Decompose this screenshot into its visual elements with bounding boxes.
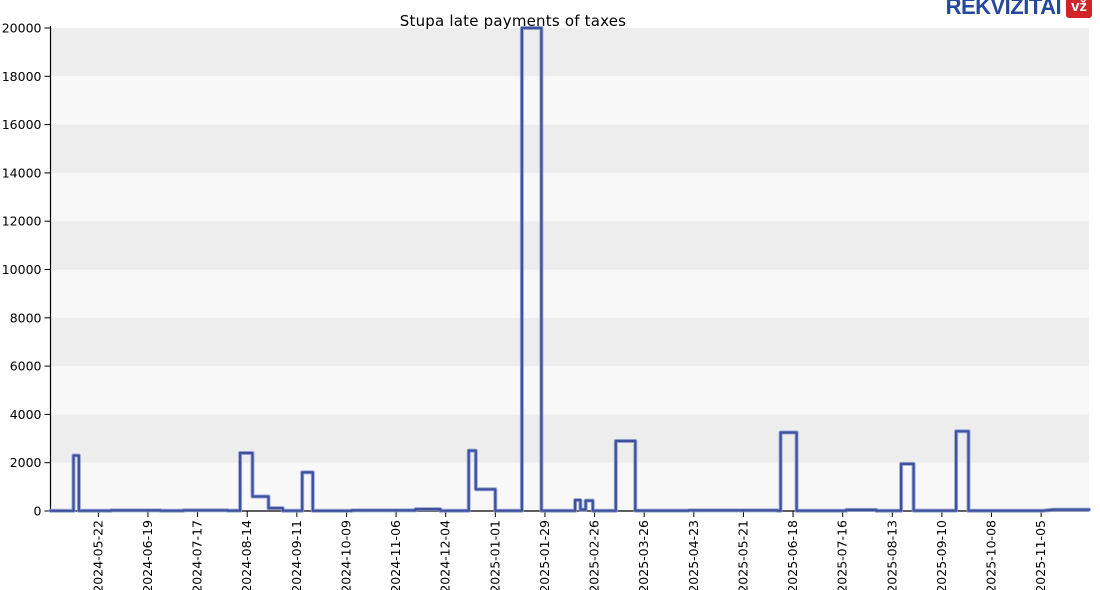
x-tick-label: 2025-03-26	[636, 520, 651, 590]
plot-band	[50, 462, 1089, 511]
y-tick-label: 4000	[10, 407, 42, 422]
plot-band	[50, 221, 1089, 270]
series-line	[49, 26, 1091, 512]
plot-band	[50, 172, 1089, 222]
vz-logo-badge: vž	[1066, 0, 1092, 18]
x-tick-label: 2025-04-23	[686, 520, 701, 590]
x-tick-label: 2024-12-04	[438, 520, 453, 590]
x-tick-label: 2025-09-10	[934, 520, 949, 590]
y-tick-label: 14000	[2, 165, 42, 180]
page-title: Stupa late payments of taxes	[399, 12, 627, 30]
x-tick-label: 2024-06-19	[140, 520, 155, 590]
x-tick-label: 2025-01-29	[537, 520, 552, 590]
plot-band	[50, 414, 1089, 463]
plot-band	[50, 28, 1089, 77]
x-tick-label: 2024-08-14	[239, 520, 254, 590]
y-tick-label: 20000	[2, 21, 42, 36]
x-tick-label: 2025-05-21	[735, 520, 750, 590]
plot-band	[50, 269, 1089, 318]
x-tick-label: 2025-07-16	[835, 520, 850, 590]
x-tick-label: 2024-11-06	[388, 520, 403, 590]
x-tick-label: 2025-10-08	[984, 520, 999, 590]
y-tick-label: 0	[34, 504, 42, 519]
x-tick-label: 2025-02-26	[587, 520, 602, 590]
x-tick-label: 2024-09-11	[289, 520, 304, 590]
y-tick-label: 8000	[10, 310, 42, 325]
y-tick-label: 10000	[2, 262, 42, 277]
x-tick-label: 2024-07-17	[190, 520, 205, 590]
plot-band	[50, 124, 1089, 173]
x-tick-label: 2025-01-01	[487, 520, 502, 590]
y-tick-label: 18000	[2, 69, 42, 84]
rekvizitai-logo-text: REKVIZITAI	[945, 0, 1062, 19]
y-tick-label: 12000	[2, 214, 42, 229]
plot-band	[50, 366, 1089, 415]
x-tick-label: 2024-10-09	[338, 520, 353, 590]
x-tick-label: 2025-06-18	[785, 520, 800, 590]
y-tick-label: 2000	[10, 455, 42, 470]
x-tick-label: 2024-05-22	[90, 520, 105, 590]
plot-band	[50, 317, 1089, 367]
x-tick-label: 2025-08-13	[884, 520, 899, 590]
y-tick-label: 16000	[2, 117, 42, 132]
plot-band	[50, 76, 1089, 125]
x-tick-label: 2025-11-05	[1033, 520, 1048, 590]
rekvizitai-logo[interactable]: REKVIZITAI vž	[946, 0, 1092, 20]
y-tick-label: 6000	[10, 359, 42, 374]
